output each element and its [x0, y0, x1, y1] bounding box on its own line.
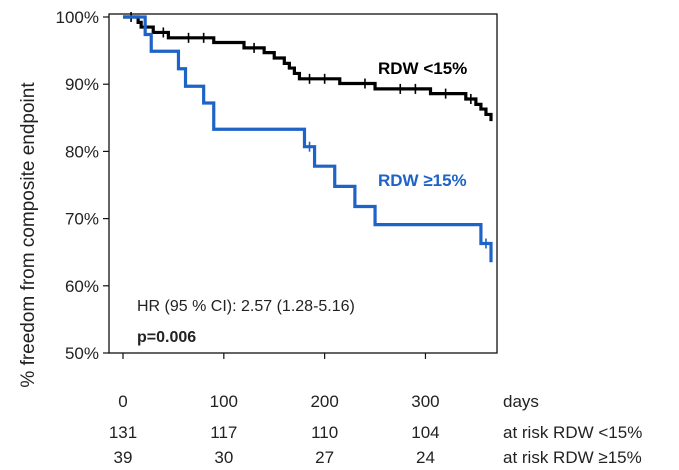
x-tick-label: 300 [411, 392, 439, 411]
series-label-rdw-high: RDW ≥15% [378, 171, 467, 190]
at-risk-count: 30 [214, 448, 233, 467]
x-tick-label: 200 [310, 392, 338, 411]
at-risk-count: 24 [416, 448, 435, 467]
p-value-annotation: p=0.006 [137, 329, 196, 346]
at-risk-count: 117 [210, 423, 237, 442]
axis-ticks: 100% 90% 80% 70% 60% 50% 0 100 200 300 [56, 8, 440, 411]
at-risk-table: 131 117 110 104 at risk RDW <15% 39 30 27 24 at r… [109, 423, 643, 467]
series-label-rdw-low: RDW <15% [378, 59, 467, 78]
series-line-rdw-low [123, 15, 493, 122]
plot-frame [108, 13, 498, 354]
at-risk-count: 131 [109, 423, 137, 442]
plot-axes [108, 13, 498, 354]
series-layer [123, 12, 493, 263]
y-tick-label: 90% [65, 75, 99, 94]
at-risk-count: 27 [315, 448, 334, 467]
at-risk-count: 39 [114, 448, 133, 467]
y-tick-label: 60% [65, 277, 99, 296]
hazard-ratio-annotation: HR (95 % CI): 2.57 (1.28-5.16) [137, 298, 355, 315]
at-risk-row-label: at risk RDW <15% [503, 423, 642, 442]
y-axis-label: % freedom from composite endpoint [18, 82, 39, 388]
x-axis-unit-label: days [503, 392, 539, 411]
at-risk-count: 104 [411, 423, 439, 442]
at-risk-row-label: at risk RDW ≥15% [503, 448, 642, 467]
y-tick-label: 50% [65, 344, 99, 363]
series-line-rdw-high [123, 15, 493, 263]
y-tick-label: 70% [65, 210, 99, 229]
y-tick-label: 100% [56, 8, 99, 27]
y-tick-label: 80% [65, 142, 99, 161]
x-tick-label: 100 [210, 392, 238, 411]
x-tick-label: 0 [118, 392, 127, 411]
at-risk-count: 110 [311, 423, 338, 442]
